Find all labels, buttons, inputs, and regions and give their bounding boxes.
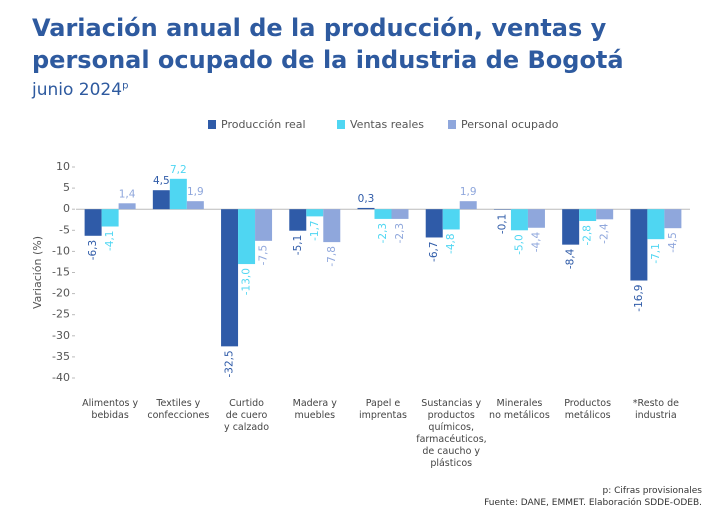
bar xyxy=(459,201,477,210)
y-tick-label: -5 xyxy=(59,223,70,236)
x-tick-label: Curtido de cuero y calzado xyxy=(224,398,270,433)
legend-label: Producción real xyxy=(221,118,306,131)
value-label: -16,9 xyxy=(633,285,645,312)
y-tick-label: -20 xyxy=(52,287,70,300)
bar xyxy=(152,190,170,210)
value-label: 7,2 xyxy=(170,164,187,176)
bar xyxy=(425,209,443,238)
chart-title: Variación anual de la producción, ventas… xyxy=(32,14,607,42)
chart-title: personal ocupado de la industria de Bogo… xyxy=(32,46,624,74)
bar xyxy=(630,209,648,281)
bar xyxy=(221,209,239,347)
value-label: -7,8 xyxy=(326,246,338,267)
value-label: 4,5 xyxy=(153,175,170,187)
bar xyxy=(579,209,597,222)
bar xyxy=(169,178,187,210)
bar xyxy=(238,209,256,265)
value-label: 0,3 xyxy=(358,193,375,205)
value-label: -4,4 xyxy=(530,231,542,252)
y-tick-label: -35 xyxy=(52,350,70,363)
value-label: -2,8 xyxy=(582,225,594,246)
x-tick-label: Productos metálicos xyxy=(564,398,612,421)
value-label: 1,9 xyxy=(460,186,477,198)
y-axis-label: Variación (%) xyxy=(31,236,44,309)
y-tick-label: 10 xyxy=(56,160,70,173)
value-label: -7,1 xyxy=(650,243,662,263)
bar xyxy=(186,201,204,210)
source: Fuente: DANE, EMMET. Elaboración SDDE-OD… xyxy=(484,498,702,508)
value-label: -13,0 xyxy=(241,268,253,295)
bar xyxy=(391,209,409,219)
y-tick-label: -10 xyxy=(52,244,70,257)
value-label: -5,0 xyxy=(513,234,525,255)
legend-label: Ventas reales xyxy=(350,118,424,131)
chart-subtitle: junio 2024 xyxy=(32,80,123,100)
x-tick-label: Textiles y confecciones xyxy=(147,398,210,421)
value-label: -2,3 xyxy=(394,223,406,244)
legend-swatch xyxy=(337,120,345,129)
bar xyxy=(562,209,580,245)
y-tick-label: 0 xyxy=(63,202,70,215)
value-label: -0,1 xyxy=(496,214,508,235)
value-label: -4,5 xyxy=(667,232,679,253)
chart-subtitle-box: junio 2024p xyxy=(32,80,128,100)
value-label: -8,4 xyxy=(565,248,577,269)
bar xyxy=(647,209,665,240)
value-label: -6,7 xyxy=(428,241,440,262)
bar xyxy=(101,209,119,227)
x-tick-label: Sustancias y productos químicos, farmacé… xyxy=(416,398,487,469)
x-tick-label: Alimentos y bebidas xyxy=(82,398,139,421)
legend-label: Personal ocupado xyxy=(461,118,559,131)
footnote: p: Cifras provisionales xyxy=(602,486,702,496)
value-label: -5,1 xyxy=(292,235,304,256)
value-label: -2,4 xyxy=(599,223,611,244)
subtitle-superscript: p xyxy=(122,80,129,92)
bar xyxy=(442,209,460,230)
y-tick-label: 5 xyxy=(63,181,70,194)
x-tick-label: Madera y muebles xyxy=(292,398,337,421)
value-label: -1,7 xyxy=(309,220,321,241)
bar xyxy=(527,209,545,228)
value-label: -32,5 xyxy=(224,350,236,377)
legend-swatch xyxy=(448,120,456,129)
bar xyxy=(664,209,682,229)
bar xyxy=(323,209,341,243)
value-label: -7,5 xyxy=(258,245,270,266)
value-label: -4,1 xyxy=(104,231,116,252)
bar xyxy=(118,203,136,210)
bar xyxy=(84,209,102,236)
value-label: -6,3 xyxy=(87,240,99,261)
x-tick-label: Papel e imprentas xyxy=(359,398,407,421)
bar xyxy=(357,207,375,210)
y-tick-label: -15 xyxy=(52,266,70,279)
value-label: 1,4 xyxy=(119,188,136,200)
legend-swatch xyxy=(208,120,216,129)
bar xyxy=(596,209,614,220)
bar xyxy=(255,209,273,241)
bar xyxy=(510,209,528,231)
bar xyxy=(289,209,307,231)
x-tick-label: *Resto de industria xyxy=(632,398,679,421)
x-tick-label: Minerales no metálicos xyxy=(489,398,550,421)
y-tick-label: -25 xyxy=(52,308,70,321)
value-label: -2,3 xyxy=(377,223,389,244)
bar xyxy=(306,209,324,217)
y-tick-label: -30 xyxy=(52,329,70,342)
bar xyxy=(374,209,392,219)
value-label: 1,9 xyxy=(187,186,204,198)
y-tick-label: -40 xyxy=(52,371,70,384)
value-label: -4,8 xyxy=(445,233,457,254)
